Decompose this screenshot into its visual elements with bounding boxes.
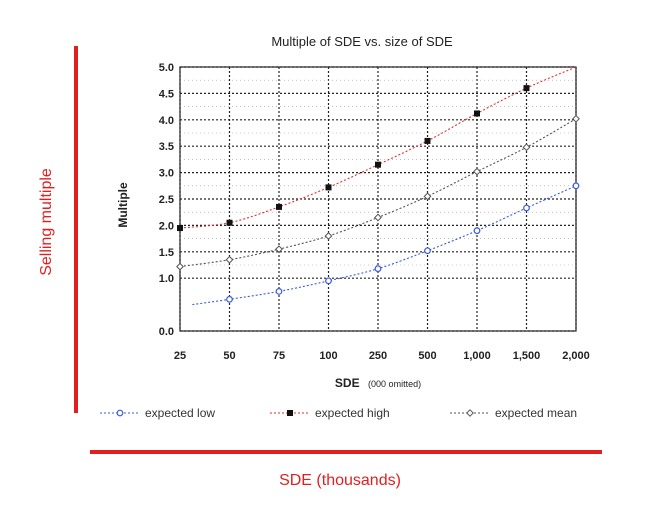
y-tick-label: 2.0 [159,220,174,232]
data-point [226,219,233,226]
y-tick-label: 3.0 [159,168,174,180]
data-point [287,410,293,416]
legend-label: expected mean [495,406,577,420]
data-point [473,227,481,235]
data-point [523,85,530,92]
data-point [424,247,431,255]
data-point [466,409,474,417]
data-point [522,143,531,152]
annotation-y-label: Selling multiple [38,168,55,276]
data-point [325,184,332,191]
x-axis-ticks: 25 50 75 100 250 500 1,000 1,500 2,000 [174,350,590,362]
y-axis-title: Multiple [116,182,130,228]
data-point [275,245,283,254]
y-tick-label: 4.0 [159,115,174,127]
x-tick-label: 75 [273,350,285,362]
legend-label: expected low [145,406,215,420]
x-axis-note: (000 omitted) [368,379,421,389]
x-tick-label: 500 [418,350,436,362]
data-point [572,114,580,123]
x-tick-label: 100 [319,350,337,362]
legend-item: expected high [270,406,390,420]
data-point [375,161,381,168]
x-axis-title-group: SDE (000 omitted) [335,374,421,391]
data-point [116,409,124,417]
y-tick-label: 1.5 [159,247,174,259]
series-line [192,185,577,306]
x-axis-title: SDE [335,376,360,390]
y-axis-ticks: 5.0 4.5 4.0 3.5 3.0 2.5 2.0 1.5 1.0 0.0 [159,62,174,338]
x-tick-label: 25 [174,350,186,362]
y-tick-label: 5.0 [159,62,174,74]
series-expected-low [192,182,580,306]
y-tick-label: 3.5 [159,141,174,153]
x-tick-label: 1,000 [463,350,491,362]
data-point [226,295,233,303]
y-tick-label: 0.0 [159,326,174,338]
series-expected-high [177,66,577,232]
data-point [324,232,333,240]
legend-item: expected mean [450,406,577,420]
data-point [374,265,382,273]
y-tick-label: 4.5 [159,88,174,100]
data-point [276,203,282,210]
data-point [325,277,332,285]
x-tick-label: 2,000 [562,350,590,362]
data-point [474,110,480,117]
data-point [225,255,234,264]
data-point [275,288,283,295]
data-point [177,225,183,232]
y-tick-label: 2.5 [159,194,174,206]
x-tick-label: 250 [369,350,387,362]
data-point [424,137,431,144]
data-point [423,192,432,201]
data-point [572,182,580,190]
data-point [473,167,481,176]
data-point [523,204,530,212]
data-point [176,262,184,271]
chart-title: Multiple of SDE vs. size of SDE [271,34,453,49]
data-point [374,213,382,222]
x-tick-label: 50 [223,350,235,362]
legend-label: expected high [315,406,390,420]
series-expected-mean [176,114,580,271]
legend: expected low expected high expected mean [100,406,577,420]
annotation-x-label: SDE (thousands) [279,472,401,489]
series-group [176,66,580,306]
legend-item: expected low [100,406,215,420]
x-tick-label: 1,500 [513,350,541,362]
grid-lines [179,66,577,332]
y-tick-label: 1.0 [159,273,174,285]
